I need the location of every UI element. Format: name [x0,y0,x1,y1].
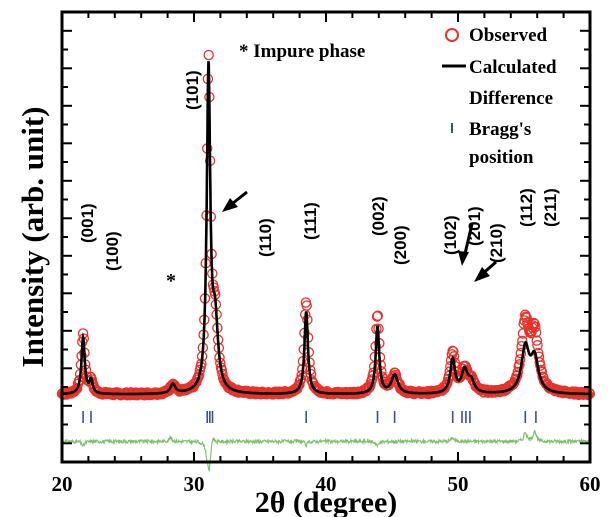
x-tick-label-40: 40 [316,472,337,496]
arrow-110 [222,190,248,212]
observed-point [521,312,532,324]
axis-ticks [61,11,591,463]
legend-observed-label: Observed [469,25,548,46]
legend-calculated-label: Calculated [469,57,557,78]
peak-label-200: (200) [391,225,410,265]
observed-point [535,360,546,371]
legend-bragg-label: Bragg's [469,119,531,140]
x-tick-label-50: 50 [448,472,469,496]
observed-point [372,310,384,321]
observed-point [531,335,543,346]
arrow-201 [458,223,474,266]
observed-point [203,49,214,61]
calculated-series [62,61,591,396]
difference-series [61,429,591,472]
peak-label-102: (102) [441,215,460,255]
observed-point [530,327,542,338]
observed-point [371,311,383,322]
legend-observed-marker [445,28,459,42]
x-tick-label-30: 30 [184,472,205,496]
peak-label-001: (001) [78,203,97,243]
legend-position-label: position [469,147,534,168]
x-tick-label-20: 20 [52,472,73,496]
x-axis-title: 2θ (degree) [255,486,398,517]
peak-label-100: (100) [103,231,122,271]
observed-point [530,321,541,333]
difference-line [61,429,591,472]
calculated-line [62,61,591,396]
annotation-impure-phase: * Impure phase [239,41,365,62]
peak-label-112: (112) [517,188,536,227]
legend-difference-label: Difference [469,88,553,109]
observed-point [514,354,526,365]
plot-area [56,49,596,472]
bragg-series [82,411,537,423]
peak-label-211: (211) [541,188,560,227]
y-axis-title: Intensity (arb. unit) [15,107,50,368]
observed-point [448,346,459,357]
observed-point [71,382,83,394]
observed-point [532,340,543,351]
arrow-210 [474,260,497,282]
legend: Observed Calculated Difference Bragg's p… [442,25,557,168]
annotation-impure-star: * [166,270,176,292]
x-tick-label-60: 60 [580,472,601,496]
peak-label-101: (101) [183,70,202,110]
peak-label-111: (111) [301,202,320,240]
peak-label-002: (002) [369,196,388,236]
observed-point [515,347,527,359]
observed-point [301,300,312,311]
peak-label-210: (210) [487,223,506,263]
peak-label-110: (110) [256,218,275,257]
observed-point [517,335,528,347]
